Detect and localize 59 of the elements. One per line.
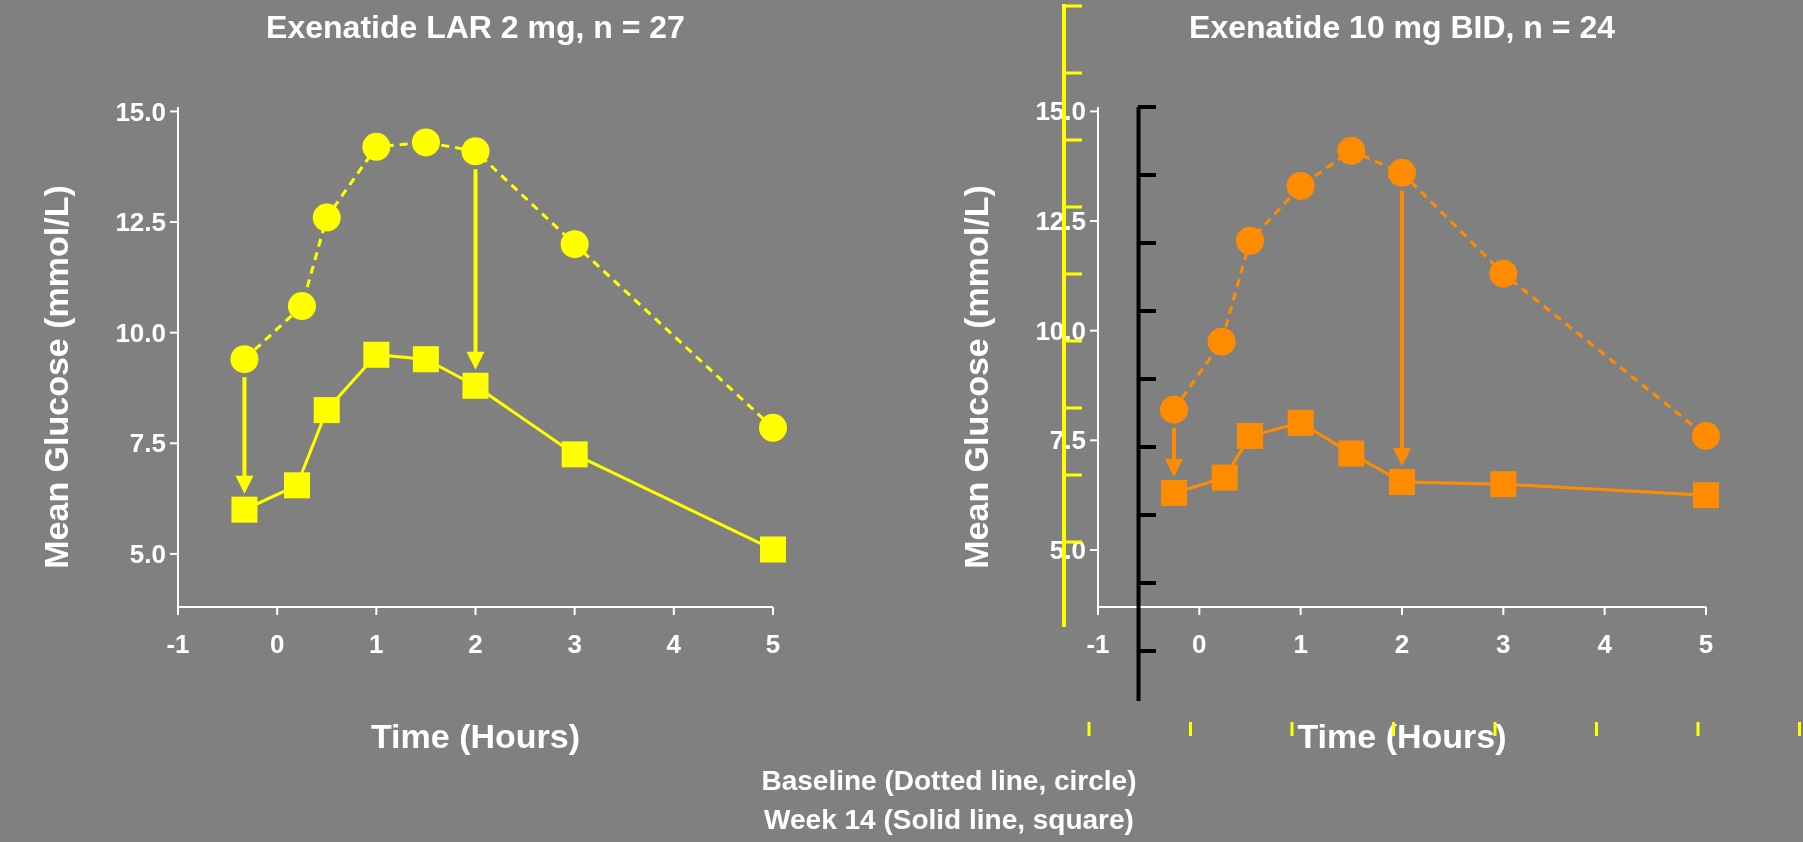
y-axis-title: Mean Glucose (mmol/L) bbox=[957, 185, 995, 569]
point bbox=[313, 397, 340, 424]
point bbox=[1237, 422, 1263, 449]
point bbox=[412, 346, 439, 373]
x-tick-label: 0 bbox=[1192, 629, 1207, 659]
point bbox=[1160, 395, 1188, 424]
point bbox=[759, 413, 787, 442]
point bbox=[1489, 259, 1518, 288]
point bbox=[362, 132, 391, 161]
point bbox=[1287, 409, 1314, 436]
point bbox=[560, 230, 589, 259]
x-tick-label: 2 bbox=[468, 629, 483, 659]
x-tick-label: 3 bbox=[567, 629, 582, 659]
point bbox=[760, 536, 786, 563]
point bbox=[1388, 158, 1416, 187]
y-tick-label: 10.0 bbox=[115, 317, 166, 348]
x-tick-label: -1 bbox=[166, 629, 190, 659]
point bbox=[461, 137, 490, 166]
point bbox=[1211, 464, 1238, 491]
point bbox=[312, 203, 341, 232]
point bbox=[1337, 136, 1366, 165]
x-tick-label: 0 bbox=[269, 629, 285, 659]
y-tick-label: 15.0 bbox=[115, 96, 166, 127]
point bbox=[1207, 327, 1236, 356]
point bbox=[1692, 421, 1720, 450]
y-axis-title: Mean Glucose (mmol/L) bbox=[37, 185, 75, 569]
chart-title: Exenatide LAR 2 mg, n = 27 bbox=[266, 9, 685, 45]
x-tick-label: 4 bbox=[666, 629, 682, 659]
point bbox=[1693, 482, 1719, 509]
x-axis-title: Time (Hours) bbox=[1297, 717, 1507, 755]
point bbox=[1236, 226, 1264, 255]
point bbox=[1286, 171, 1315, 200]
y-tick-label: 5.0 bbox=[129, 539, 166, 569]
point bbox=[287, 292, 316, 321]
point bbox=[1389, 469, 1415, 495]
point bbox=[1338, 440, 1365, 467]
y-tick-label: 12.5 bbox=[115, 207, 166, 238]
point bbox=[284, 472, 310, 499]
point bbox=[1161, 479, 1187, 506]
text: Week 14 (Solid line, square) bbox=[764, 804, 1134, 835]
x-tick-label: -1 bbox=[1086, 629, 1110, 659]
chart-title: Exenatide 10 mg BID, n = 24 bbox=[1189, 9, 1616, 45]
point bbox=[231, 496, 258, 523]
point bbox=[462, 372, 489, 399]
x-tick-label: 5 bbox=[1698, 629, 1714, 659]
point bbox=[230, 345, 259, 374]
point bbox=[561, 441, 588, 468]
x-tick-label: 4 bbox=[1597, 629, 1613, 659]
x-tick-label: 3 bbox=[1496, 629, 1511, 659]
x-tick-label: 5 bbox=[765, 629, 781, 659]
point bbox=[411, 128, 440, 157]
x-tick-label: 2 bbox=[1394, 629, 1410, 659]
x-tick-label: 1 bbox=[369, 629, 384, 659]
text: Baseline (Dotted line, circle) bbox=[761, 765, 1137, 796]
point bbox=[1490, 471, 1517, 498]
x-tick-label: 1 bbox=[1293, 629, 1308, 659]
y-tick-label: 7.5 bbox=[129, 428, 166, 459]
point bbox=[363, 341, 390, 368]
x-axis-title: Time (Hours) bbox=[370, 717, 581, 755]
